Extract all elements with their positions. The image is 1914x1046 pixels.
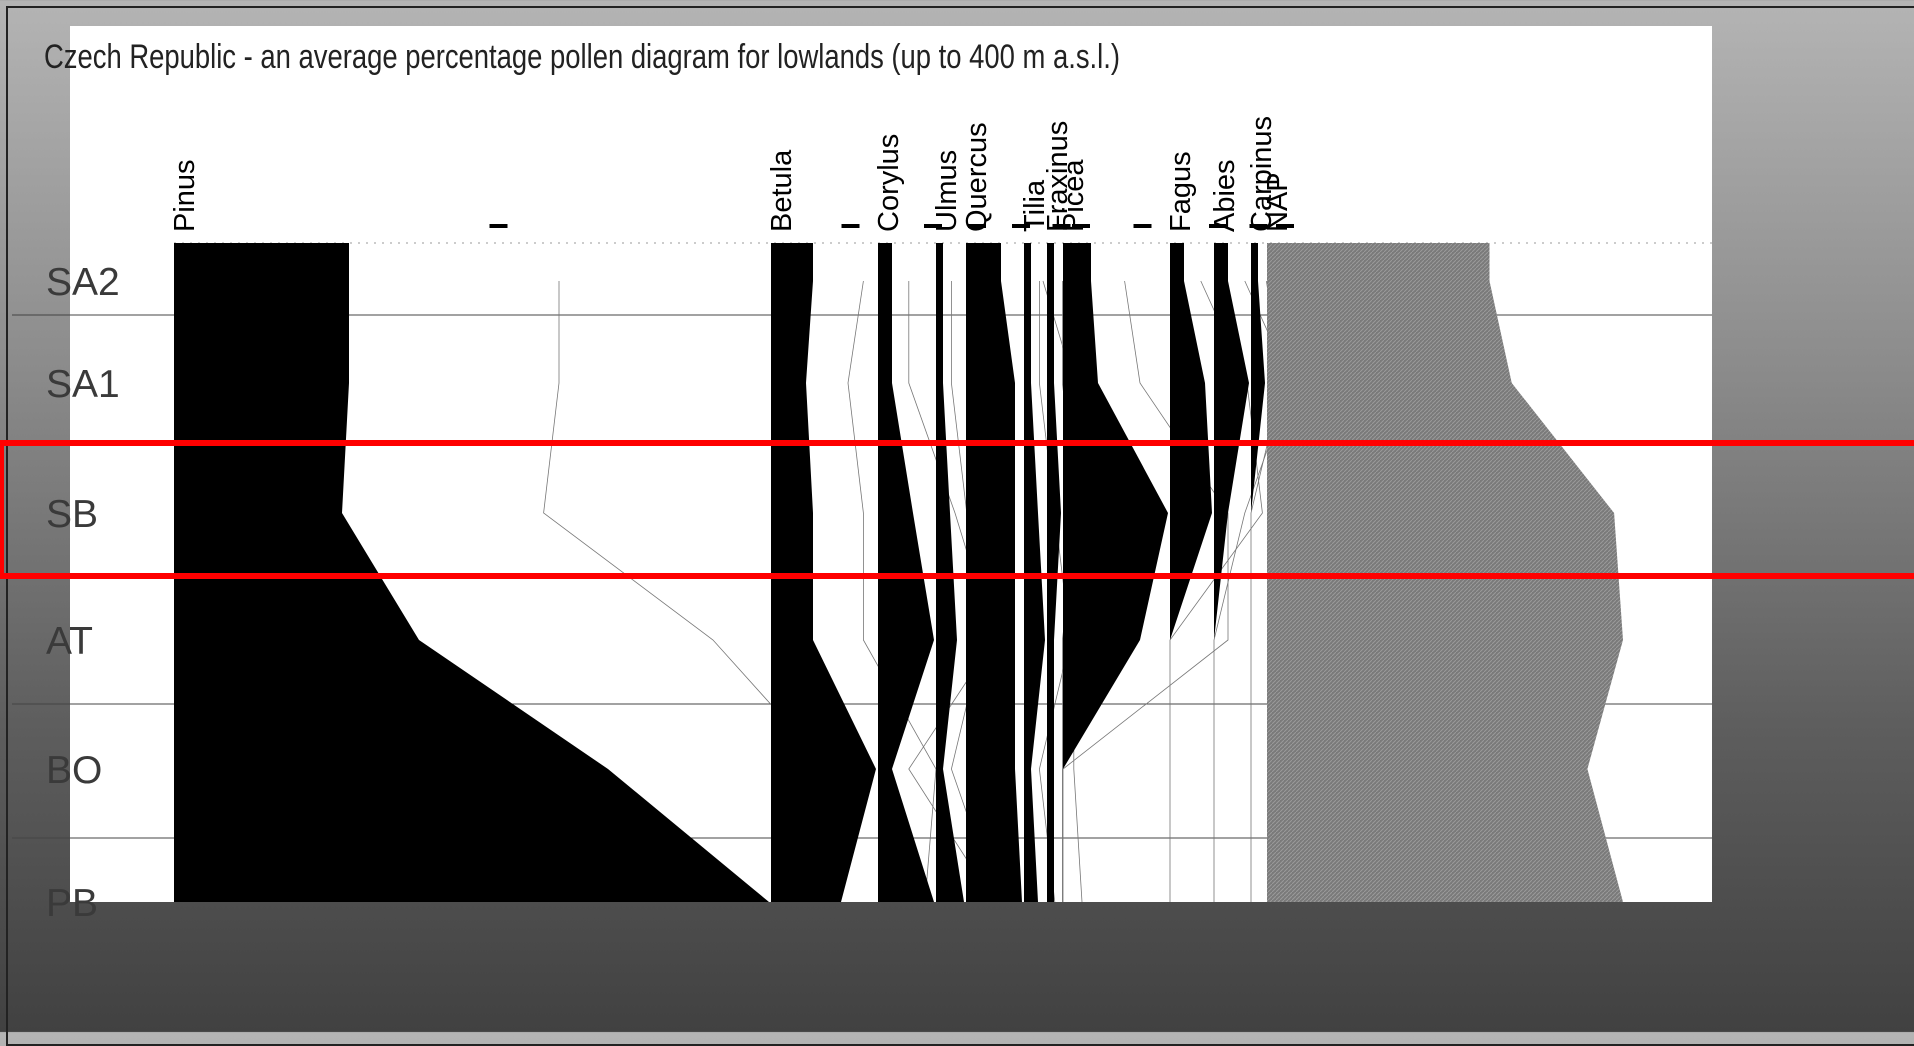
curve-corylus: [878, 243, 934, 902]
curve-fagus: [1170, 243, 1212, 902]
curve-abies: [1214, 243, 1249, 902]
taxon-label-betula: Betula: [766, 149, 798, 232]
taxon-label-ulmus: Ulmus: [931, 150, 963, 232]
zone-label-sb: SB: [46, 493, 98, 536]
zone-label-sa2: SA2: [46, 261, 120, 304]
taxon-label-nap: NAP: [1262, 172, 1294, 232]
taxon-label-corylus: Corylus: [873, 134, 905, 232]
curve-carpinus: [1251, 243, 1265, 902]
curve-ulmus: [936, 243, 964, 902]
zone-label-bo: BO: [46, 749, 102, 792]
curve-picea: [1063, 243, 1168, 902]
taxon-label-picea: Picea: [1058, 159, 1090, 232]
zone-label-pb: PB: [46, 882, 98, 925]
zone-labels: SA2 SA1 SB AT BO PB: [46, 261, 120, 925]
curve-pinus: [174, 243, 769, 902]
taxon-label-fraxinus: Fraxinus: [1042, 121, 1074, 232]
taxon-label-pinus: Pinus: [169, 159, 201, 232]
chart-title: Czech Republic - an average percentage p…: [44, 38, 1120, 76]
curve-betula: [771, 243, 876, 902]
taxon-label-abies: Abies: [1209, 159, 1241, 232]
curve-fraxinus: [1047, 243, 1061, 902]
curve-nap: [1267, 243, 1623, 902]
taxon-label-quercus: Quercus: [961, 122, 993, 232]
taxon-label-tilia: Tilia: [1019, 179, 1051, 232]
taxon-label-fagus: Fagus: [1165, 151, 1197, 232]
zone-label-at: AT: [46, 620, 93, 663]
zone-label-sa1: SA1: [46, 363, 120, 406]
taxon-label-carpinus: Carpinus: [1246, 116, 1278, 232]
curve-tilia: [1024, 243, 1045, 902]
highlight-box-sb: [0, 440, 1914, 579]
curve-quercus: [966, 243, 1022, 902]
pollen-curves: [174, 243, 1623, 902]
